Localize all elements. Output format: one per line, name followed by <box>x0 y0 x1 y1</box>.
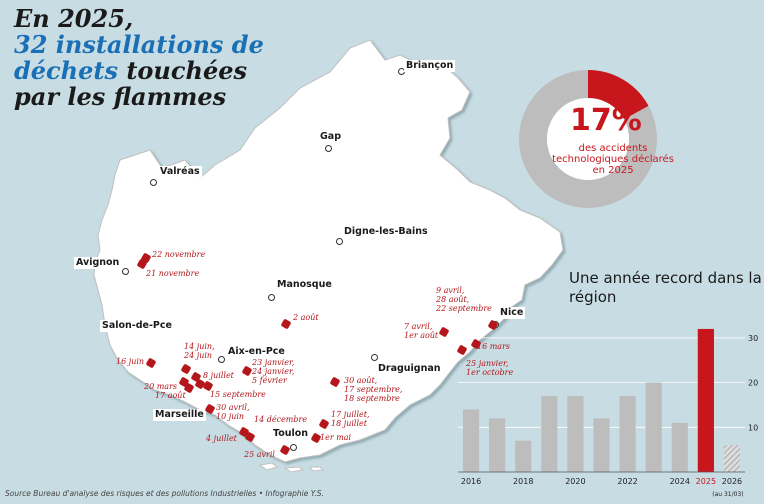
donut-value: 17% <box>570 103 642 138</box>
x-tick-label: 2018 <box>513 477 533 486</box>
fire-date-label: 25 avril <box>244 450 275 459</box>
fire-date-label: 22 novembre <box>152 250 206 259</box>
city-label-avignon: Avignon <box>74 257 122 269</box>
paca-region-shape <box>93 39 564 463</box>
toulon-marker <box>290 444 297 451</box>
bar-chart: 10 20 30 2016 2018 2020 2022 2024 2025 2026 (au 31… <box>458 328 758 498</box>
gap-marker <box>325 145 332 152</box>
y-tick-label: 10 <box>748 423 758 432</box>
city-label-aix: Aix-en-Pce <box>226 346 287 358</box>
fire-date-label: 21 novembre <box>146 269 200 278</box>
fire-date-label: 30 août, 17 septembre, 18 septembre <box>344 376 403 403</box>
fire-date-label: 8 juillet <box>203 371 234 380</box>
bar-2016 <box>462 409 480 472</box>
city-label-toulon: Toulon <box>271 428 311 440</box>
draguignan-marker <box>371 354 378 361</box>
fire-date-label: 4 juillet <box>206 434 237 443</box>
source-credit: Source Bureau d'analyse des risques et d… <box>5 489 324 498</box>
manosque-marker <box>268 294 275 301</box>
fire-date-label: 15 septembre <box>210 390 266 399</box>
donut-share <box>519 70 657 208</box>
avignon-marker <box>122 268 129 275</box>
fire-date-label: 17 août <box>155 391 186 400</box>
bar-2019 <box>541 396 558 472</box>
digne-marker <box>336 238 343 245</box>
fire-date-label: 14 décembre <box>254 415 308 424</box>
fire-date-label: 16 juin <box>116 357 145 366</box>
aix-marker <box>218 356 225 363</box>
fire-date-label: 9 avril, 28 août, 22 septembre <box>436 286 492 313</box>
fire-date-label: 17 juillet, 18 juillet <box>331 410 370 428</box>
fire-date-label: 2 août <box>293 313 319 322</box>
donut-chart <box>519 70 657 208</box>
bar-2023 <box>645 382 662 472</box>
city-label-marseille: Marseille <box>153 409 206 421</box>
bar-2021 <box>593 418 610 472</box>
x-tick-label: 2025 <box>696 477 716 486</box>
city-label-nice: Nice <box>498 307 526 319</box>
fire-date-label: 16 mars <box>477 342 511 351</box>
fire-date-label: 1er mai <box>320 433 352 442</box>
fire-date-label: 25 janvier, 1er octobre <box>466 359 514 377</box>
city-label-valreas: Valréas <box>158 166 202 178</box>
city-label-salon: Salon-de-Pce <box>100 320 174 332</box>
bar-2024 <box>671 422 688 472</box>
city-label-briancon: Briançon <box>404 60 456 72</box>
city-label-gap: Gap <box>318 131 344 143</box>
y-tick-label: 30 <box>748 334 758 343</box>
page-title: En 2025, 32 installations de déchets tou… <box>14 4 264 111</box>
x-tick-label: 2026 <box>722 477 742 486</box>
bar-2020 <box>567 396 584 472</box>
fire-date-label: 30 avril, 10 juin <box>216 403 250 421</box>
bar-2025 <box>697 328 714 472</box>
fire-date-label: 23 janvier, 24 janvier, 5 février <box>252 358 295 385</box>
x-tick-label: 2022 <box>617 477 637 486</box>
city-label-draguignan: Draguignan <box>376 363 443 375</box>
donut-caption: des accidents technologiques déclarés en… <box>552 143 674 176</box>
bar-2017 <box>489 418 506 472</box>
city-label-digne: Digne-les-Bains <box>342 226 430 238</box>
valreas-marker <box>150 179 157 186</box>
x-tick-label: 2024 <box>670 477 690 486</box>
city-label-manosque: Manosque <box>275 279 334 291</box>
y-tick-label: 20 <box>748 379 758 388</box>
bar-2022 <box>619 396 636 472</box>
bar-2026 <box>723 445 741 472</box>
fire-date-label: 7 avril, 1er août <box>404 322 439 340</box>
x-tick-label: 2020 <box>565 477 585 486</box>
chart-heading: Une année record dans la région <box>569 269 762 306</box>
partial-year-note: (au 31/03) <box>712 491 743 498</box>
bar-2018 <box>515 440 532 472</box>
fire-date-label: 14 juin, 24 juin <box>184 342 215 360</box>
x-tick-label: 2016 <box>461 477 481 486</box>
fire-date-label: 20 mars <box>144 382 178 391</box>
